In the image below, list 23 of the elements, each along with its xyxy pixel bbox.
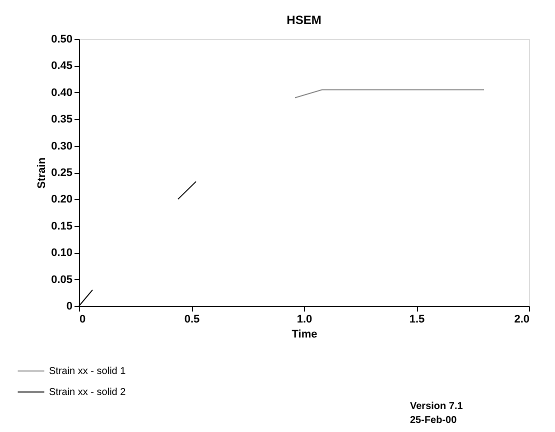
y-tick-label: 0.05 [51,274,72,286]
y-tick-label: 0.45 [51,60,72,72]
legend-label: Strain xx - solid 1 [49,366,126,377]
x-tick-label: 0.5 [184,314,200,326]
x-axis-title: Time [292,328,318,340]
text: 25-Feb-00 [410,415,458,426]
x-tick-label: 0 [80,314,86,326]
y-tick-label: 0.10 [51,247,72,260]
y-tick-label: 0.50 [51,34,72,46]
y-axis-title: Strain [36,157,48,189]
chart-title: HSEM [286,13,322,27]
y-tick-label: 0.25 [51,167,72,179]
legend-label: Strain xx - solid 2 [49,387,126,398]
y-tick-label: 0.15 [51,220,72,232]
x-tick-label: 1.5 [409,314,425,326]
y-tick-label: 0 [66,300,72,312]
y-tick-label: 0.35 [51,114,72,126]
y-tick-label: 0.30 [51,140,72,152]
y-tick-label: 0.40 [51,86,72,99]
x-tick-label: 1.0 [296,314,312,326]
x-tick-label: 2.0 [514,314,530,326]
text: Version 7.1 [410,401,464,412]
y-tick-label: 0.20 [51,194,72,206]
